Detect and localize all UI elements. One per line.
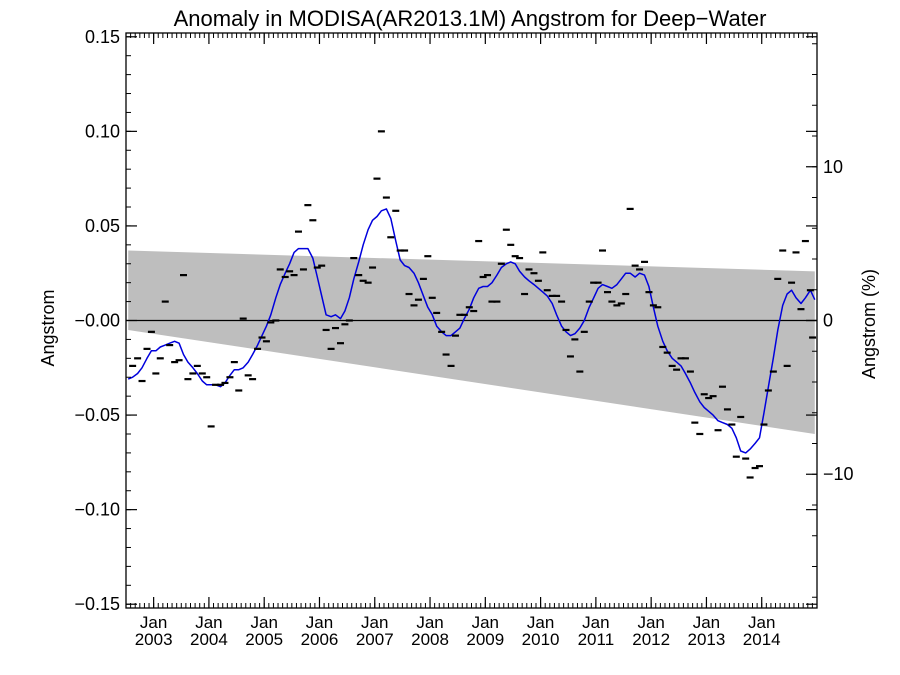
x-tick-label-month: Jan [195, 613, 222, 632]
x-tick-label-year: 2006 [301, 630, 339, 649]
x-tick-label-month: Jan [582, 613, 609, 632]
y-axis-label-left: Angstrom [38, 289, 58, 366]
trend-band-layer [128, 250, 815, 434]
y-right-tick-label: 0 [823, 311, 833, 331]
x-tick-label-month: Jan [250, 613, 277, 632]
x-tick-label-year: 2004 [190, 630, 228, 649]
x-tick-label-month: Jan [693, 613, 720, 632]
y-tick-label: −0.05 [74, 405, 120, 425]
x-tick-label-year: 2013 [688, 630, 726, 649]
x-tick-label-year: 2005 [245, 630, 283, 649]
y-tick-label: 0.10 [85, 121, 120, 141]
axes-layer: 0.15 0.10 0.05 −0.00 −0.05 −0.10 −0.15 10 0 −10 Ja… [74, 27, 853, 649]
x-tick-label-year: 2009 [466, 630, 504, 649]
chart-title: Anomaly in MODISA(AR2013.1M) Angstrom fo… [174, 6, 767, 31]
x-tick-label-month: Jan [306, 613, 333, 632]
y-tick-label: −0.00 [74, 311, 120, 331]
trend-band [128, 250, 815, 434]
y-axis-label-right: Angstrom (%) [859, 269, 879, 379]
x-tick-label-year: 2014 [743, 630, 781, 649]
x-tick-label-month: Jan [637, 613, 664, 632]
x-tick-label-year: 2011 [578, 630, 615, 649]
y-right-tick-label: −10 [823, 464, 854, 484]
y-right-tick-label: 10 [823, 157, 843, 177]
y-tick-label: 0.05 [85, 216, 120, 236]
x-tick-label-month: Jan [140, 613, 167, 632]
y-tick-label: −0.15 [74, 594, 120, 614]
monthly-markers-layer [129, 130, 817, 479]
x-tick-label-month: Jan [361, 613, 388, 632]
x-tick-label-year: 2010 [522, 630, 560, 649]
y-tick-label: 0.15 [85, 27, 120, 47]
x-tick-label-year: 2012 [632, 630, 670, 649]
x-tick-label-month: Jan [527, 613, 554, 632]
x-tick-label-year: 2008 [411, 630, 449, 649]
x-tick-label-year: 2003 [135, 630, 173, 649]
y-tick-label: −0.10 [74, 500, 120, 520]
smoothed-line-layer [127, 208, 816, 454]
x-tick-label-month: Jan [472, 613, 499, 632]
x-tick-label-month: Jan [416, 613, 443, 632]
x-tick-label-year: 2007 [356, 630, 394, 649]
smoothed-anomaly-line [127, 208, 816, 454]
x-tick-label-month: Jan [748, 613, 775, 632]
